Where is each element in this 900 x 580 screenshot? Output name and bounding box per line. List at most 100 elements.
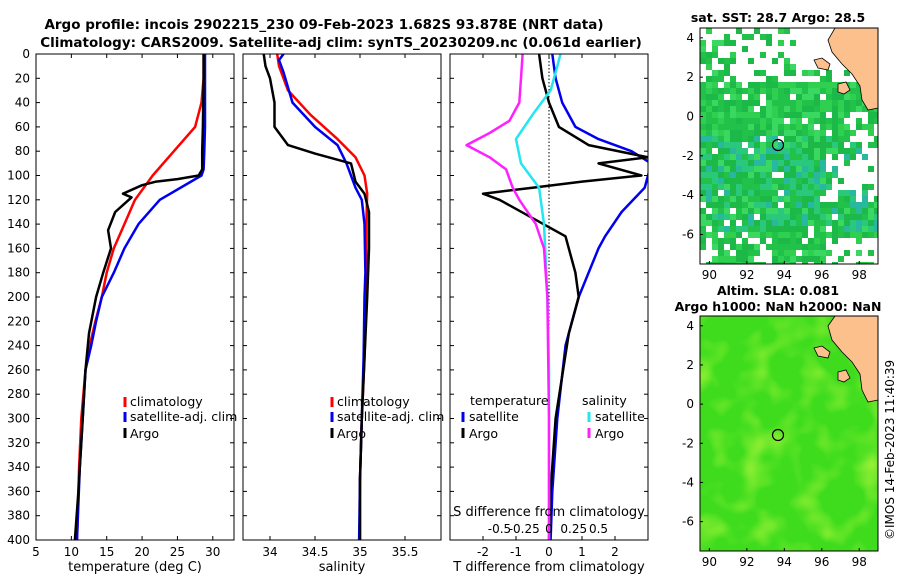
sst-cell [868, 226, 874, 232]
sst-cell [850, 88, 856, 94]
sst-cell [850, 202, 856, 208]
sst-cell [862, 190, 868, 196]
map-y-tick-label: -6 [682, 515, 694, 529]
sst-cell [778, 40, 784, 46]
sst-cell [796, 256, 802, 262]
sst-cell [784, 88, 790, 94]
sst-cell [754, 190, 760, 196]
sst-cell [820, 178, 826, 184]
sst-cell [712, 214, 718, 220]
sst-cell [706, 178, 712, 184]
sst-cell [838, 256, 844, 262]
sst-cell [790, 178, 796, 184]
sst-cell [790, 88, 796, 94]
sst-cell [862, 154, 868, 160]
sst-map-title: sat. SST: 28.7 Argo: 28.5 [691, 10, 865, 25]
sst-cell [796, 142, 802, 148]
sst-cell [790, 160, 796, 166]
sst-cell [856, 238, 862, 244]
sst-cell [766, 130, 772, 136]
sst-cell [700, 184, 706, 190]
sst-cell [808, 256, 814, 262]
sst-cell [730, 202, 736, 208]
sla-map-subtitle: Argo h1000: NaN h2000: NaN [675, 299, 882, 314]
sst-cell [838, 208, 844, 214]
sst-cell [778, 208, 784, 214]
sst-cell [802, 256, 808, 262]
sst-cell [712, 220, 718, 226]
sst-cell [814, 232, 820, 238]
map-y-tick-label: -2 [682, 436, 694, 450]
sst-cell [760, 154, 766, 160]
sst-cell [700, 166, 706, 172]
sla-island [813, 345, 831, 359]
sst-cell [706, 154, 712, 160]
sst-cell [790, 82, 796, 88]
sst-cell [736, 190, 742, 196]
sst-cell [808, 190, 814, 196]
sst-cell [808, 88, 814, 94]
map-x-tick-label: 90 [702, 268, 717, 282]
sst-cell [724, 136, 730, 142]
sst-cell [778, 262, 784, 264]
sst-cell [700, 160, 706, 166]
difference-axes-box [449, 53, 649, 541]
sst-cell [760, 262, 766, 264]
sst-cell [706, 76, 712, 82]
sst-cell [706, 196, 712, 202]
sst-cell [754, 262, 760, 264]
s-difference-tick-label: 0.5 [589, 522, 608, 536]
sst-cell [700, 220, 706, 226]
sst-cell [754, 160, 760, 166]
sst-cell [724, 40, 730, 46]
sst-cell [778, 142, 784, 148]
sst-cell [712, 256, 718, 262]
sst-cell [706, 142, 712, 148]
sst-cell [700, 244, 706, 250]
sst-cell [724, 106, 730, 112]
sst-cell [784, 142, 790, 148]
sst-cell [808, 184, 814, 190]
sst-cell [754, 154, 760, 160]
sst-cell [790, 130, 796, 136]
x-tick-label: 34 [262, 545, 277, 559]
legend-label-s-argo: Argo [595, 426, 624, 441]
sst-cell [814, 130, 820, 136]
sst-cell [712, 226, 718, 232]
sst-cell [820, 232, 826, 238]
sst-cell [802, 154, 808, 160]
salinity-legend: climatology satellite-adj. clim Argo [330, 394, 444, 441]
sst-cell [850, 220, 856, 226]
sst-cell [820, 106, 826, 112]
sst-cell [766, 112, 772, 118]
sst-cell [874, 118, 878, 124]
s-difference-tick-label: -0.25 [509, 522, 540, 536]
sst-cell [712, 262, 718, 264]
sst-cell [706, 88, 712, 94]
s-difference-tick-label: 0 [545, 522, 553, 536]
sst-cell [712, 202, 718, 208]
sst-cell [778, 94, 784, 100]
sst-cell [772, 88, 778, 94]
sst-cell [802, 106, 808, 112]
depth-tick-label: 120 [7, 193, 30, 207]
sst-cell [718, 214, 724, 220]
sst-cell [808, 208, 814, 214]
sst-map-ticks: 90 92 94 96 98 4 2 0 -2 -4 -6 [682, 31, 867, 282]
sst-cell [856, 100, 862, 106]
sst-cell [706, 118, 712, 124]
sst-cell [790, 118, 796, 124]
figure-title-line2: Climatology: CARS2009. Satellite-adj cli… [40, 35, 642, 51]
sst-cell [766, 190, 772, 196]
sst-cell [844, 100, 850, 106]
difference-xlabel: T difference from climatology [452, 560, 645, 575]
sla-map-title: Altim. SLA: 0.081 [717, 283, 839, 298]
sst-cell [706, 58, 712, 64]
sst-cell [844, 70, 850, 76]
series-line-argo [262, 54, 371, 540]
series-line-argo [73, 54, 205, 540]
sst-cell [796, 196, 802, 202]
sst-cell [802, 262, 808, 264]
sst-cell [748, 202, 754, 208]
sst-cell [850, 232, 856, 238]
